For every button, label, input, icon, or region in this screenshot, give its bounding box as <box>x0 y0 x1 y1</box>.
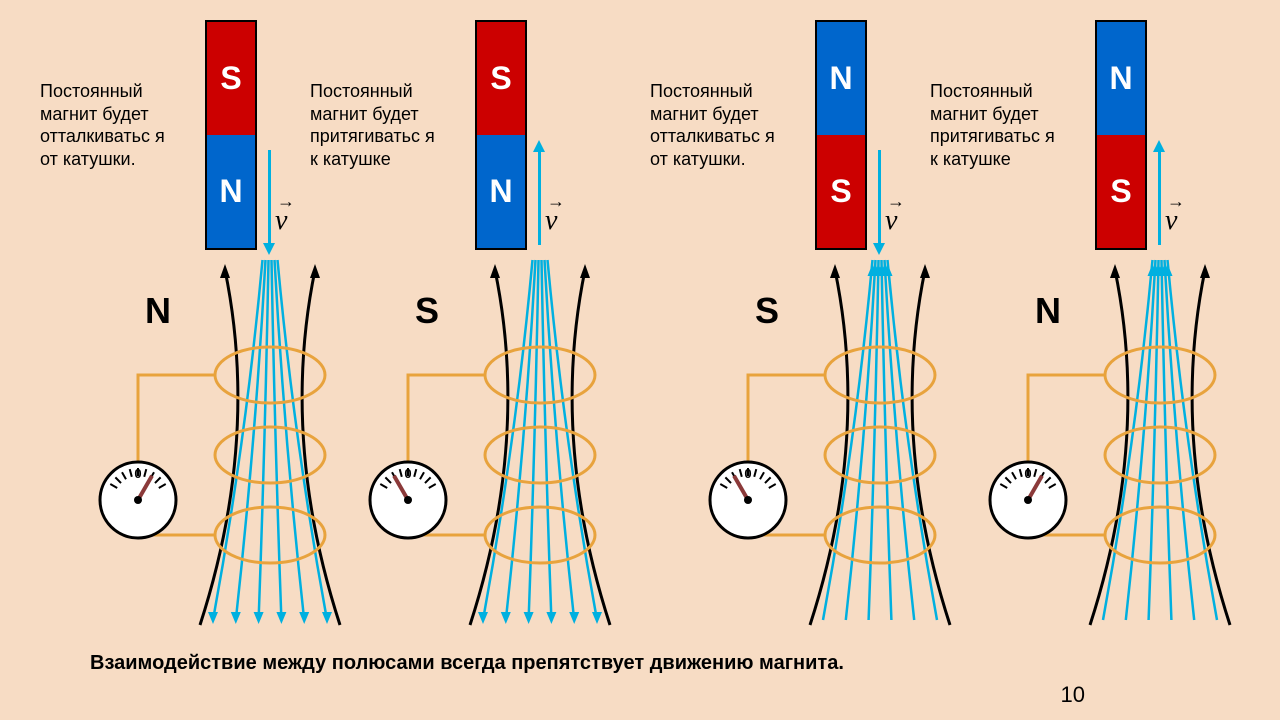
bar-magnet: S N <box>475 20 527 250</box>
bar-magnet: N S <box>1095 20 1147 250</box>
svg-text:0: 0 <box>744 466 751 481</box>
velocity-arrow-icon <box>268 150 271 245</box>
magnet-top-pole: S <box>477 22 525 135</box>
velocity-symbol: v <box>885 205 897 237</box>
velocity-arrow-icon <box>878 150 881 245</box>
panel-caption: Постоянный магнит будет притягиватьс я к… <box>930 80 1065 170</box>
coil-diagram: 0 <box>980 260 1240 640</box>
panel-caption: Постоянный магнит будет притягиватьс я к… <box>310 80 445 170</box>
svg-text:0: 0 <box>404 466 411 481</box>
page-number: 10 <box>1061 682 1085 708</box>
velocity-symbol: v <box>275 205 287 237</box>
footer-statement: Взаимодействие между полюсами всегда пре… <box>90 652 844 675</box>
magnet-bottom-pole: N <box>207 135 255 248</box>
panel-caption: Постоянный магнит будет отталкиватьс я о… <box>40 80 175 170</box>
velocity-arrow-icon <box>1158 150 1161 245</box>
panel-4: Постоянный магнит будет притягиватьс я к… <box>920 0 1240 720</box>
panel-3: Постоянный магнит будет отталкиватьс я о… <box>640 0 960 720</box>
panel-2: Постоянный магнит будет притягиватьс я к… <box>300 0 620 720</box>
velocity-symbol: v <box>1165 205 1177 237</box>
svg-text:0: 0 <box>1024 466 1031 481</box>
magnet-bottom-pole: N <box>477 135 525 248</box>
coil-diagram: 0 <box>360 260 620 640</box>
bar-magnet: S N <box>205 20 257 250</box>
bar-magnet: N S <box>815 20 867 250</box>
magnet-top-pole: N <box>817 22 865 135</box>
magnet-bottom-pole: S <box>1097 135 1145 248</box>
svg-text:0: 0 <box>134 466 141 481</box>
velocity-symbol: v <box>545 205 557 237</box>
velocity-arrow-icon <box>538 150 541 245</box>
magnet-top-pole: N <box>1097 22 1145 135</box>
magnet-bottom-pole: S <box>817 135 865 248</box>
panel-caption: Постоянный магнит будет отталкиватьс я о… <box>650 80 785 170</box>
magnet-top-pole: S <box>207 22 255 135</box>
